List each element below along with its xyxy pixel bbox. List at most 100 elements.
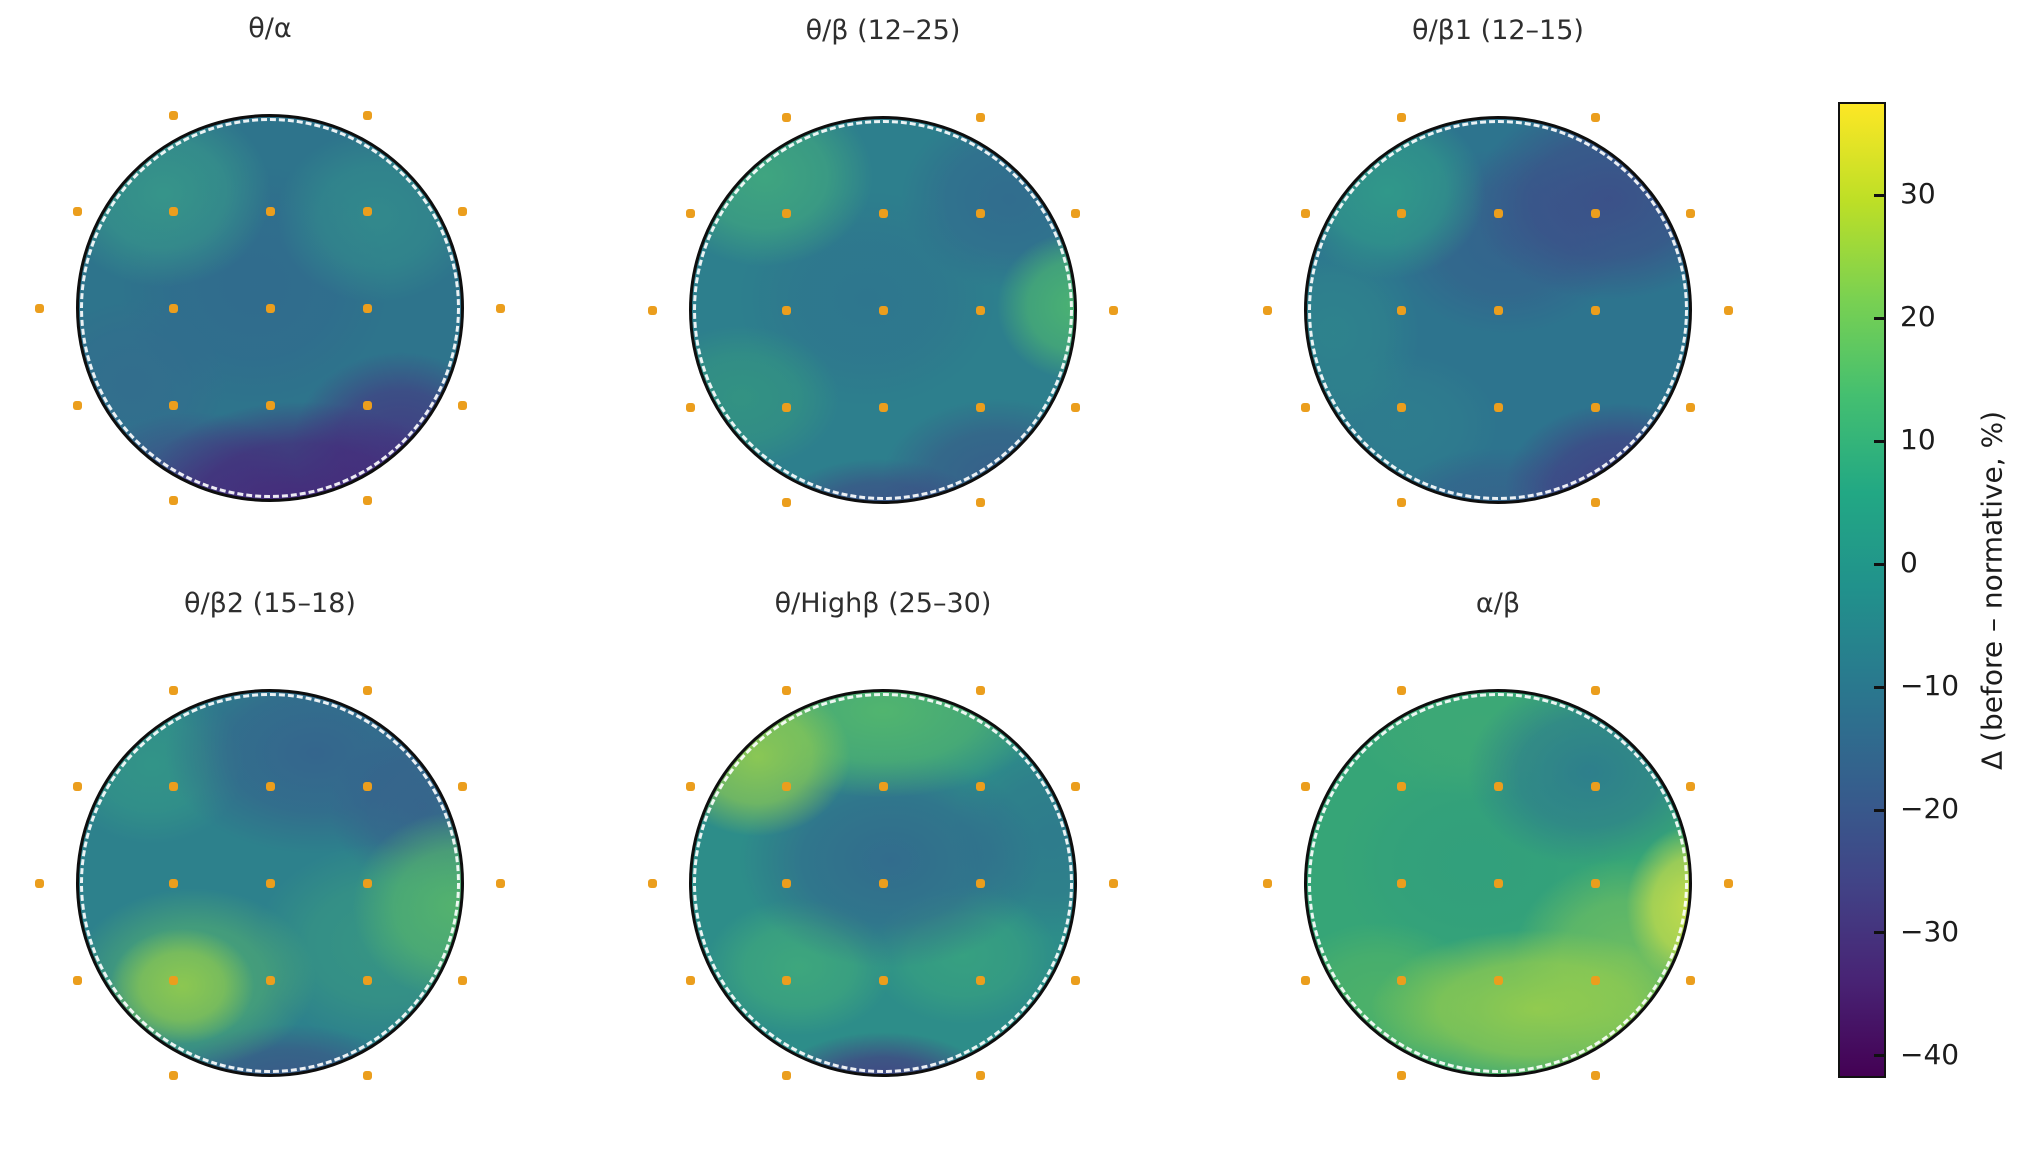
electrode-F8	[1685, 781, 1695, 791]
electrode-O2	[362, 495, 372, 505]
electrode-Fp2	[1590, 113, 1600, 123]
electrode-O1	[168, 495, 178, 505]
topomap-panel-theta-beta1: θ/β1 (12–15)	[1258, 15, 1738, 550]
electrode-T6	[1685, 402, 1695, 412]
electrode-Fp2	[362, 686, 372, 696]
electrode-T3	[1262, 305, 1272, 315]
electrode-Cz	[1493, 305, 1503, 315]
electrode-Pz	[265, 975, 275, 985]
electrode-C4	[362, 878, 372, 888]
electrode-F4	[1590, 781, 1600, 791]
topomap-panel-theta-beta: θ/β (12–25)	[643, 15, 1123, 550]
electrode-Fp2	[975, 686, 985, 696]
electrode-F4	[975, 781, 985, 791]
electrode-T5	[686, 975, 696, 985]
electrode-O1	[1396, 497, 1406, 507]
electrode-T5	[73, 975, 83, 985]
electrode-F4	[362, 206, 372, 216]
electrode-Fp1	[781, 113, 791, 123]
electrode-F8	[457, 781, 467, 791]
electrode-T4	[1724, 305, 1734, 315]
electrode-Fz	[265, 206, 275, 216]
electrode-Fz	[878, 208, 888, 218]
electrode-O2	[1590, 497, 1600, 507]
electrode-T6	[1070, 975, 1080, 985]
electrode-F4	[975, 208, 985, 218]
colorbar-tick-label: 0	[1900, 546, 1918, 580]
topomap-panel-theta-highbeta: θ/Highβ (25–30)	[643, 588, 1123, 1123]
panel-title: α/β	[1475, 588, 1521, 619]
electrode-Fp1	[781, 686, 791, 696]
electrode-P3	[1396, 402, 1406, 412]
panel-title: θ/β2 (15–18)	[184, 588, 356, 619]
colorbar-tick	[1874, 193, 1884, 197]
electrode-Cz	[878, 878, 888, 888]
electrode-Fp2	[1590, 686, 1600, 696]
electrode-O2	[975, 497, 985, 507]
electrode-T5	[686, 402, 696, 412]
electrode-T4	[1109, 305, 1119, 315]
electrode-F3	[168, 781, 178, 791]
panel-title: θ/Highβ (25–30)	[774, 588, 992, 619]
electrode-P3	[168, 975, 178, 985]
electrode-F4	[362, 781, 372, 791]
electrode-O2	[362, 1070, 372, 1080]
electrode-F3	[1396, 781, 1406, 791]
interpolation-edge-dashed-ring	[1308, 693, 1688, 1073]
electrode-T3	[647, 878, 657, 888]
electrode-F7	[686, 208, 696, 218]
electrode-T3	[34, 878, 44, 888]
electrode-C4	[975, 305, 985, 315]
panel-title: θ/α	[248, 13, 292, 44]
electrode-C3	[1396, 878, 1406, 888]
electrode-Fz	[265, 781, 275, 791]
colorbar-tick	[1874, 1054, 1884, 1058]
colorbar-tick-label: −40	[1900, 1037, 1960, 1071]
electrode-Pz	[265, 400, 275, 410]
colorbar-tick	[1874, 808, 1884, 812]
electrode-Fp1	[168, 686, 178, 696]
electrode-T4	[496, 303, 506, 313]
electrode-Pz	[1493, 402, 1503, 412]
electrode-Pz	[878, 402, 888, 412]
electrode-T3	[1262, 878, 1272, 888]
colorbar-tick	[1874, 316, 1884, 320]
electrode-P4	[975, 975, 985, 985]
electrode-F3	[781, 781, 791, 791]
electrode-O1	[781, 497, 791, 507]
head-circle	[689, 689, 1077, 1077]
electrode-F7	[1301, 208, 1311, 218]
electrode-P4	[1590, 975, 1600, 985]
electrode-Fp2	[975, 113, 985, 123]
electrode-Pz	[1493, 975, 1503, 985]
interpolation-edge-dashed-ring	[693, 120, 1073, 500]
electrode-F8	[1685, 208, 1695, 218]
electrode-F3	[168, 206, 178, 216]
electrode-F4	[1590, 208, 1600, 218]
interpolation-edge-dashed-ring	[693, 693, 1073, 1073]
electrode-T5	[1301, 975, 1311, 985]
interpolation-edge-dashed-ring	[1308, 120, 1688, 500]
electrode-C4	[1590, 878, 1600, 888]
electrode-P4	[975, 402, 985, 412]
electrode-T4	[496, 878, 506, 888]
electrode-O1	[168, 1070, 178, 1080]
electrode-Cz	[1493, 878, 1503, 888]
electrode-T4	[1109, 878, 1119, 888]
electrode-T4	[1724, 878, 1734, 888]
electrode-C3	[168, 878, 178, 888]
electrode-Fz	[878, 781, 888, 791]
electrode-P4	[362, 400, 372, 410]
electrode-Cz	[265, 303, 275, 313]
electrode-T6	[457, 975, 467, 985]
electrode-F3	[1396, 208, 1406, 218]
electrode-F3	[781, 208, 791, 218]
head-circle	[76, 114, 464, 502]
electrode-F7	[73, 206, 83, 216]
electrode-P4	[362, 975, 372, 985]
electrode-P3	[168, 400, 178, 410]
electrode-Fz	[1493, 781, 1503, 791]
electrode-C4	[1590, 305, 1600, 315]
electrode-Fp2	[362, 111, 372, 121]
electrode-Fp1	[1396, 113, 1406, 123]
